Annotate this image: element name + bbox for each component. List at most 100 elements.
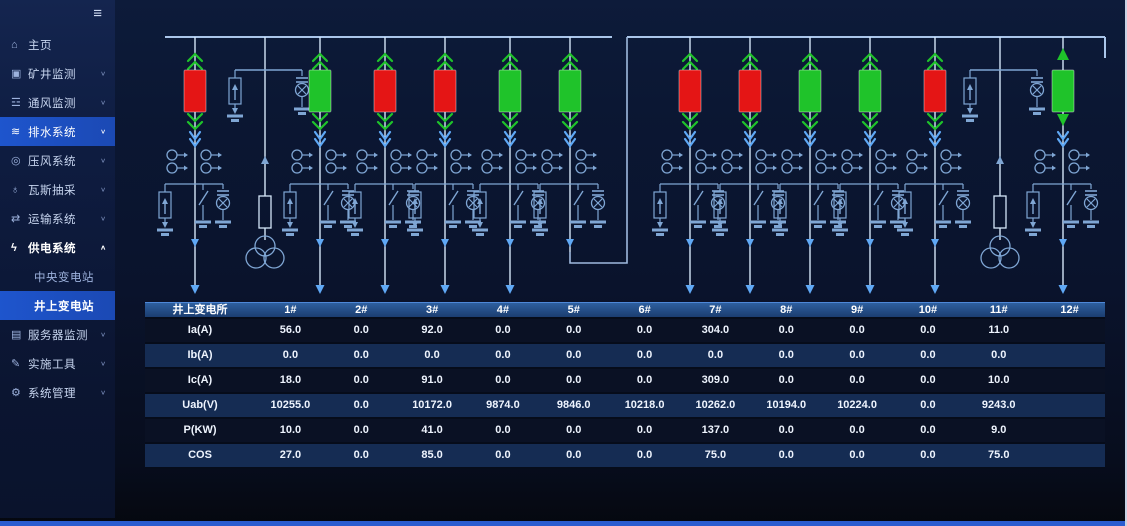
- value-cell: 0.0: [920, 374, 936, 386]
- server-monitor-icon: ▤: [11, 329, 22, 341]
- feeder-breaker-green[interactable]: [1025, 37, 1099, 294]
- value-cell: 0.0: [849, 349, 865, 361]
- chevron-up-icon: ∧: [100, 243, 106, 252]
- value-cell: 9846.0: [556, 399, 591, 411]
- value-cell: 0.0: [778, 349, 794, 361]
- value-cell: 0.0: [495, 324, 511, 336]
- feeder-breaker-red[interactable]: [407, 37, 481, 294]
- value-cell: 92.0: [421, 324, 443, 336]
- column-header: 2#: [355, 303, 368, 316]
- value-cell: 10194.0: [766, 399, 807, 411]
- chevron-down-icon: ∨: [100, 214, 106, 223]
- value-cell: 0.0: [920, 424, 936, 436]
- value-cell: 0.0: [495, 374, 511, 386]
- value-cell: 0.0: [778, 324, 794, 336]
- sidebar-item-implementation-tools[interactable]: ✎ 实施工具 ∨: [0, 349, 115, 378]
- sidebar-item-ventilation-monitoring[interactable]: ☲ 通风监测 ∨: [0, 88, 115, 117]
- sidebar-item-label: 瓦斯抽采: [28, 184, 76, 197]
- value-cell: 85.0: [421, 449, 443, 461]
- value-cell: 91.0: [421, 374, 443, 386]
- feeder-breaker-green[interactable]: [772, 37, 846, 294]
- value-cell: 75.0: [988, 449, 1010, 461]
- column-header: 9#: [850, 303, 864, 316]
- value-cell: 0.0: [920, 449, 936, 461]
- sidebar-item-mine-monitoring[interactable]: ▣ 矿井监测 ∨: [0, 59, 115, 88]
- feeder-breaker-red[interactable]: [897, 37, 971, 294]
- value-cell: 0.0: [282, 349, 299, 361]
- row-label: COS: [188, 449, 212, 461]
- sidebar-item-label: 运输系统: [28, 213, 76, 226]
- value-cell: 0.0: [495, 349, 511, 361]
- mine-monitor-icon: ▣: [11, 68, 22, 80]
- row-label: P(KW): [183, 424, 217, 436]
- value-cell: 0.0: [636, 349, 653, 361]
- pt-branch: [227, 37, 310, 269]
- feeder-breaker-green[interactable]: [472, 37, 546, 294]
- feeder-breaker-red[interactable]: [157, 37, 231, 294]
- value-cell: 0.0: [849, 374, 865, 386]
- table-row-ica: Ic(A) 18.0 0.0 91.0 0.0 0.0 0.0 309.0 0.0 0.0 0.0 1…: [145, 369, 1105, 394]
- system-admin-icon: ⚙: [11, 387, 21, 399]
- value-cell: 9243.0: [981, 399, 1016, 411]
- sidebar-item-label: 实施工具: [28, 358, 76, 371]
- column-header: 11#: [989, 303, 1008, 316]
- sidebar-item-server-monitoring[interactable]: ▤ 服务器监测 ∨: [0, 320, 115, 349]
- sidebar-menu: ⌂ 主页 ▣ 矿井监测 ∨ ☲ 通风监测 ∨ ≋ 排水系统 ∨ ◎ 压风系统 ∨ ♁ 瓦斯抽采 ∨ ⇄ 运输系统 ∨ ϟ…: [0, 30, 115, 407]
- table-row-cos: COS 27.0 0.0 85.0 0.0 0.0 0.0 75.0 0.0 0.0 0.0 75.0: [145, 444, 1105, 469]
- value-cell: 0.0: [495, 449, 511, 461]
- chevron-down-icon: ∨: [100, 69, 106, 78]
- table-header-row: 井上变电所 1# 2# 3# 4# 5# 6# 7# 8# 9# 10# 11# 12#: [145, 302, 1105, 319]
- feeder-breaker-red[interactable]: [652, 37, 726, 294]
- value-cell: 304.0: [701, 324, 730, 336]
- sidebar-item-power-supply-system[interactable]: ϟ 供电系统 ∧: [0, 233, 115, 262]
- sidebar-item-gas-extraction[interactable]: ♁ 瓦斯抽采 ∨: [0, 175, 115, 204]
- column-header: 12#: [1060, 303, 1079, 316]
- single-line-diagram: [157, 36, 1106, 294]
- column-header: 1#: [284, 303, 297, 316]
- column-header: 4#: [496, 303, 510, 316]
- value-cell: 10224.0: [837, 399, 877, 411]
- compressed-air-icon: ◎: [11, 155, 21, 167]
- gas-extraction-icon: ♁: [11, 183, 20, 196]
- value-cell: 137.0: [701, 424, 730, 436]
- sidebar-item-label: 服务器监测: [28, 329, 88, 342]
- feeder-breaker-green[interactable]: [532, 37, 606, 252]
- feeder-breaker-green[interactable]: [832, 37, 906, 294]
- value-cell: 75.0: [704, 449, 727, 461]
- value-cell: 0.0: [849, 449, 865, 461]
- sidebar-item-surface-substation[interactable]: 井上变电站: [0, 291, 115, 320]
- sidebar-item-drainage-system[interactable]: ≋ 排水系统 ∨: [0, 117, 115, 146]
- value-cell: 10.0: [988, 374, 1010, 386]
- row-label: Ic(A): [187, 374, 213, 386]
- value-cell: 10255.0: [270, 399, 311, 411]
- sidebar-item-home[interactable]: ⌂ 主页: [0, 30, 115, 59]
- value-cell: 0.0: [636, 449, 653, 461]
- value-cell: 41.0: [421, 424, 443, 436]
- value-cell: 0.0: [353, 449, 369, 461]
- sidebar-item-system-management[interactable]: ⚙ 系统管理 ∨: [0, 378, 115, 407]
- value-cell: 0.0: [566, 449, 582, 461]
- value-cell: 0.0: [566, 424, 582, 436]
- sidebar-item-air-compression[interactable]: ◎ 压风系统 ∨: [0, 146, 115, 175]
- chevron-down-icon: ∨: [100, 98, 106, 107]
- sidebar: ≡ ⌂ 主页 ▣ 矿井监测 ∨ ☲ 通风监测 ∨ ≋ 排水系统 ∨ ◎ 压风系统 ∨ ♁ 瓦斯抽采 ∨ ⇄ 运输系统…: [0, 0, 115, 518]
- sidebar-item-central-substation[interactable]: 中央变电站: [0, 262, 115, 291]
- feeder-breaker-red[interactable]: [712, 37, 786, 294]
- column-header: 3#: [425, 303, 439, 316]
- menu-toggle-icon[interactable]: ≡: [93, 5, 102, 22]
- column-header: 5#: [567, 303, 580, 316]
- feeder-breaker-green[interactable]: [282, 37, 356, 294]
- sidebar-item-label: 供电系统: [28, 242, 76, 255]
- value-cell: 0.0: [636, 424, 653, 436]
- sidebar-item-label: 系统管理: [28, 387, 76, 400]
- sidebar-item-transport-system[interactable]: ⇄ 运输系统 ∨: [0, 204, 115, 233]
- value-cell: 0.0: [495, 424, 511, 436]
- table-row-iaa: Ia(A) 56.0 0.0 92.0 0.0 0.0 0.0 304.0 0.0 0.0 0.0 1…: [145, 319, 1105, 344]
- feeder-breaker-red[interactable]: [347, 37, 421, 294]
- value-cell: 0.0: [353, 399, 369, 411]
- value-cell: 309.0: [701, 374, 730, 386]
- value-cell: 0.0: [636, 374, 653, 386]
- sidebar-item-label: 通风监测: [28, 97, 76, 110]
- value-cell: 0.0: [920, 349, 936, 361]
- column-header: 10#: [918, 303, 938, 316]
